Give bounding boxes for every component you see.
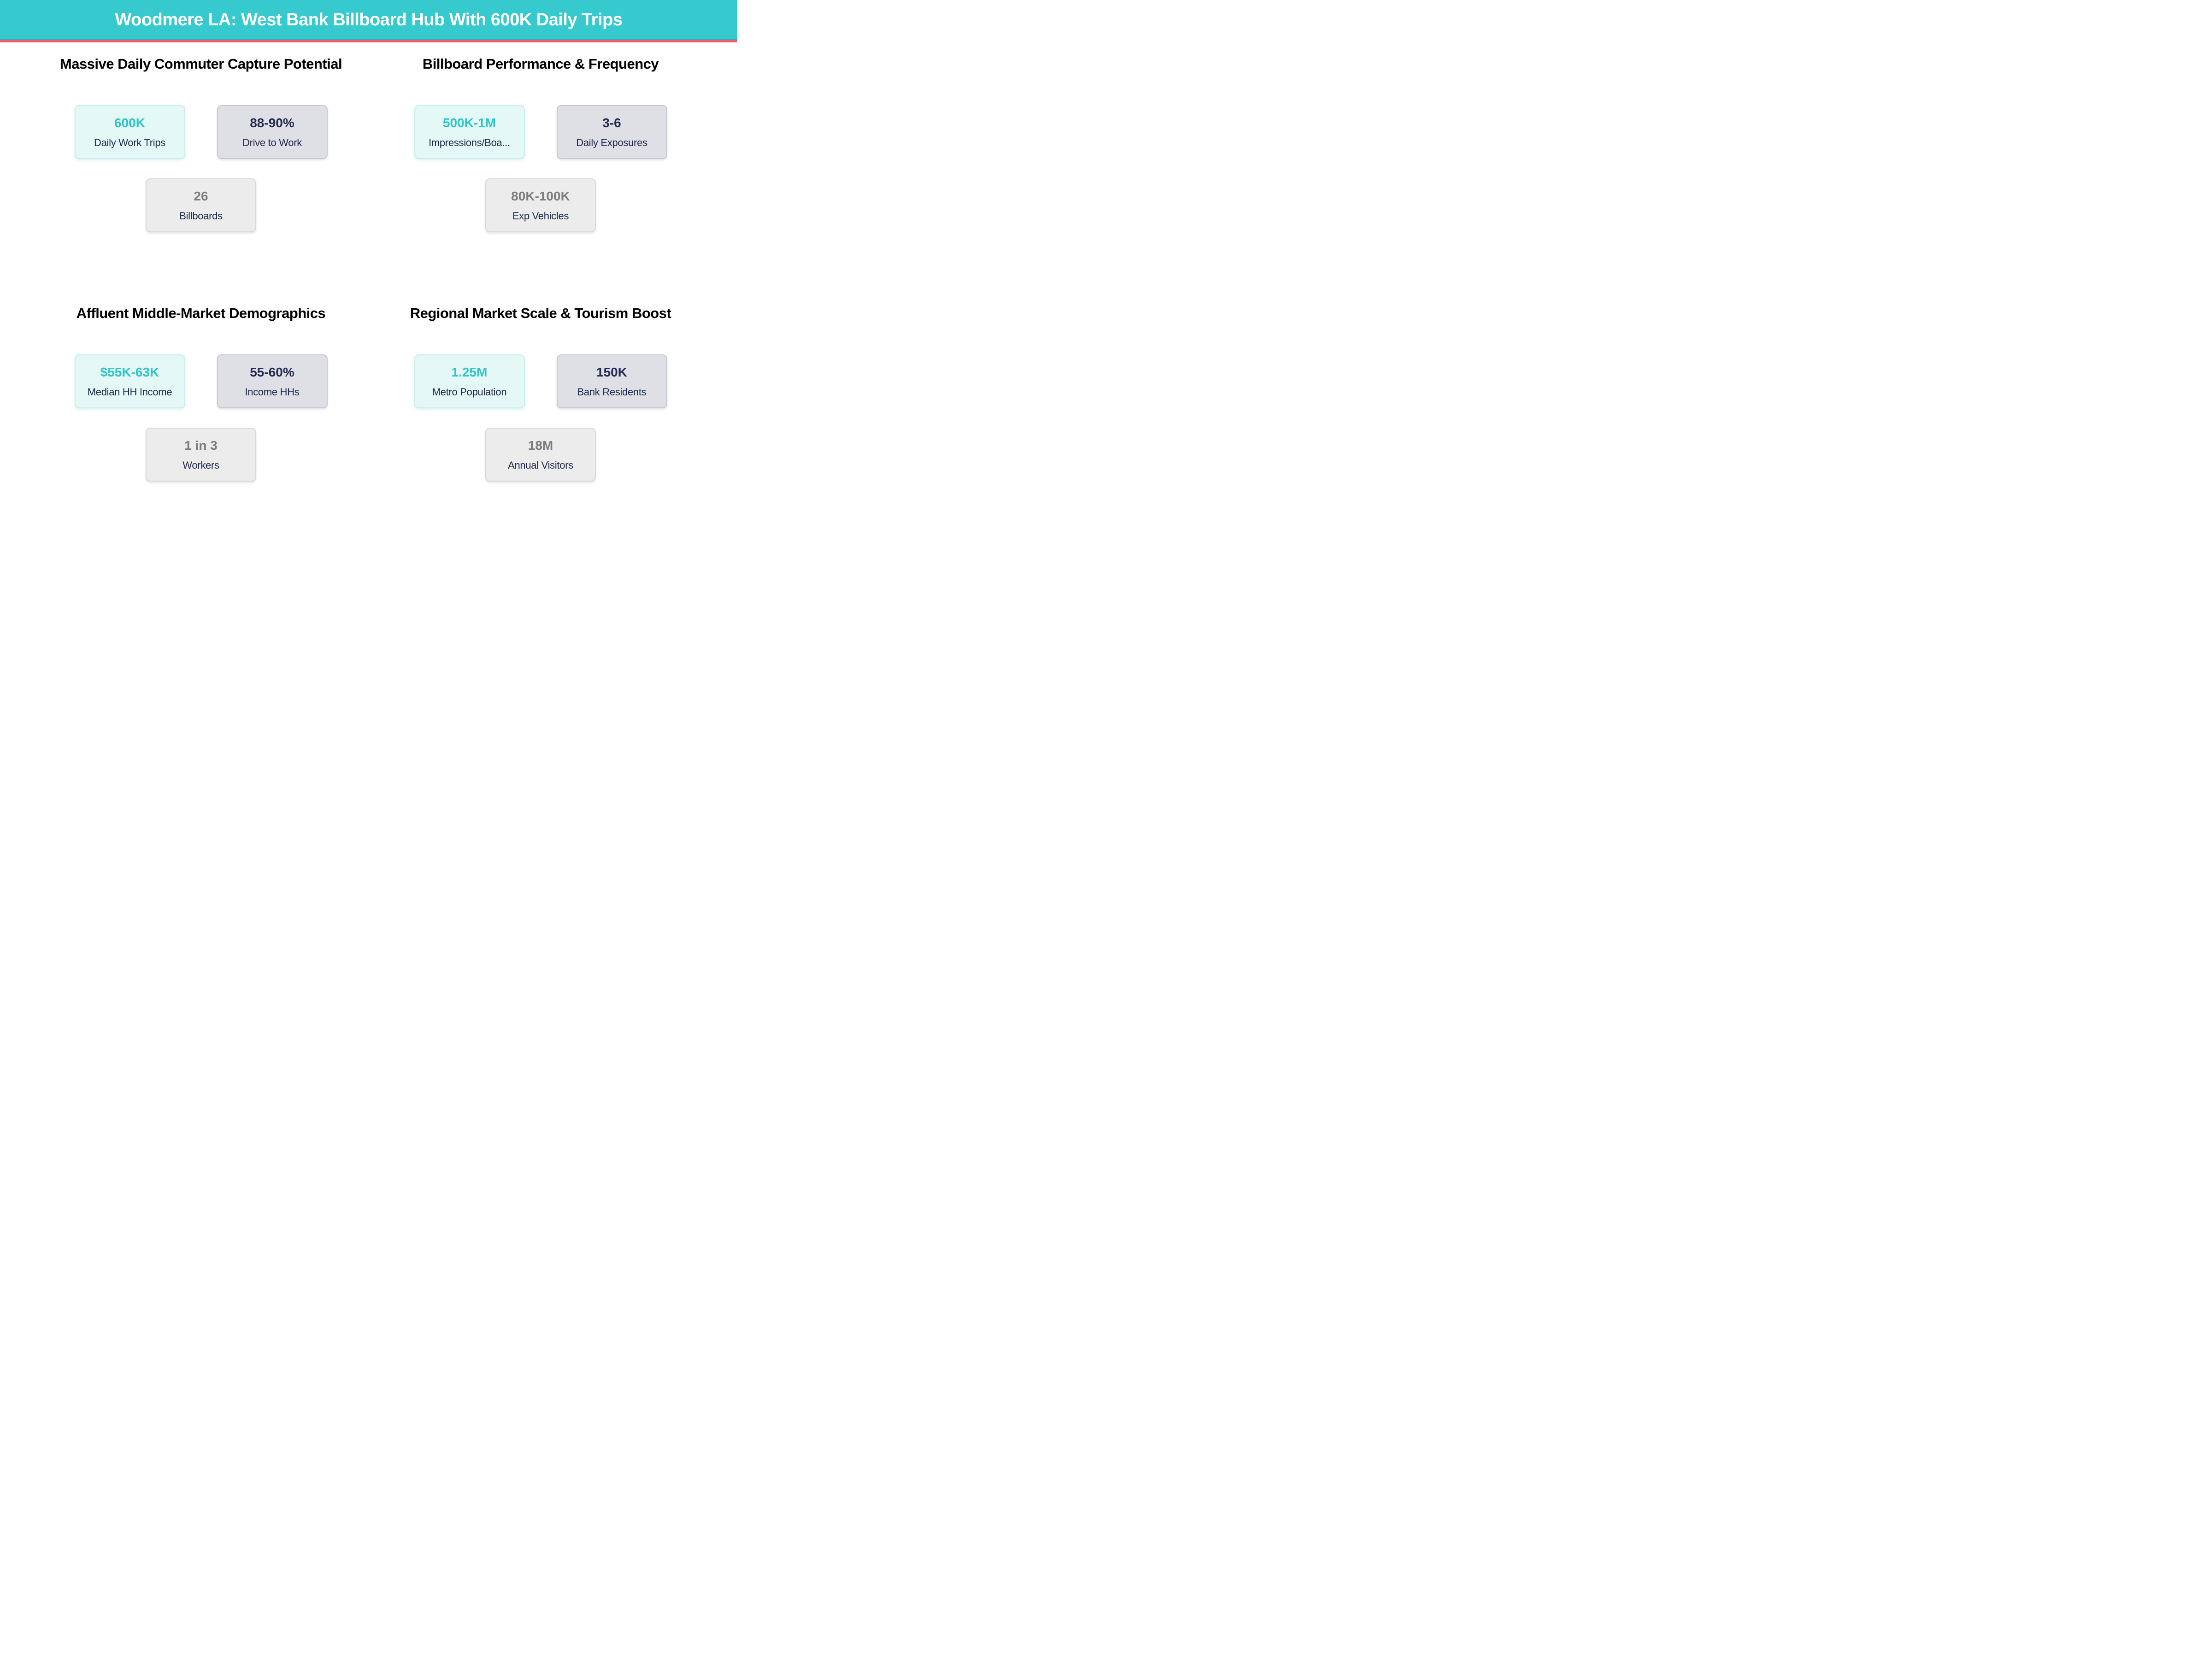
panel-title: Regional Market Scale & Tourism Boost — [410, 305, 671, 321]
stat-value: 150K — [596, 365, 627, 379]
stat-value: 18M — [528, 438, 553, 453]
stat-card: 88-90% Drive to Work — [217, 105, 328, 159]
stat-card: 150K Bank Residents — [556, 354, 667, 408]
stat-value: 3-6 — [602, 115, 621, 130]
stat-label: Daily Exposures — [576, 136, 647, 148]
stat-label: Income HHs — [245, 386, 300, 398]
stat-value: 55-60% — [250, 365, 294, 379]
page-title: Woodmere LA: West Bank Billboard Hub Wit… — [115, 10, 623, 29]
stat-label: Impressions/Boa... — [429, 136, 510, 148]
stat-value: 26 — [194, 188, 208, 203]
stat-label: Daily Work Trips — [94, 136, 165, 148]
stat-value: $55K-63K — [100, 365, 159, 379]
stat-card: $55K-63K Median HH Income — [74, 354, 185, 408]
stat-value: 1.25M — [451, 365, 488, 379]
panel-billboard-performance: Billboard Performance & Frequency 500K-1… — [369, 42, 737, 298]
stat-card: 80K-100K Exp Vehicles — [485, 178, 596, 232]
stat-value: 600K — [114, 115, 145, 130]
stat-card: 3-6 Daily Exposures — [556, 105, 667, 159]
stat-card: 500K-1M Impressions/Boa... — [414, 105, 525, 159]
stat-label: Metro Population — [432, 386, 507, 398]
panels-grid: Massive Daily Commuter Capture Potential… — [0, 42, 737, 553]
stat-card: 26 Billboards — [146, 178, 256, 232]
panel-title: Billboard Performance & Frequency — [422, 56, 659, 72]
stat-card: 1 in 3 Workers — [146, 428, 256, 482]
stat-value: 80K-100K — [511, 188, 570, 203]
panel-title: Massive Daily Commuter Capture Potential — [59, 56, 342, 72]
panel-commuter-capture: Massive Daily Commuter Capture Potential… — [0, 42, 369, 298]
stat-card: 600K Daily Work Trips — [74, 105, 185, 159]
stat-label: Drive to Work — [242, 136, 302, 148]
stat-label: Exp Vehicles — [512, 210, 569, 222]
panel-demographics: Affluent Middle-Market Demographics $55K… — [0, 298, 369, 553]
stat-card: 18M Annual Visitors — [485, 428, 596, 482]
stat-label: Billboards — [179, 210, 223, 222]
stat-value: 500K-1M — [442, 115, 496, 130]
stat-label: Median HH Income — [87, 386, 172, 398]
stat-value: 88-90% — [250, 115, 294, 130]
stat-card: 55-60% Income HHs — [217, 354, 328, 408]
stat-label: Annual Visitors — [508, 459, 573, 471]
panel-regional-market: Regional Market Scale & Tourism Boost 1.… — [369, 298, 737, 553]
page-header: Woodmere LA: West Bank Billboard Hub Wit… — [0, 0, 737, 42]
panel-title: Affluent Middle-Market Demographics — [76, 305, 326, 321]
stat-label: Workers — [182, 459, 219, 471]
stat-label: Bank Residents — [577, 386, 647, 398]
stat-value: 1 in 3 — [184, 438, 218, 453]
stat-card: 1.25M Metro Population — [414, 354, 525, 408]
